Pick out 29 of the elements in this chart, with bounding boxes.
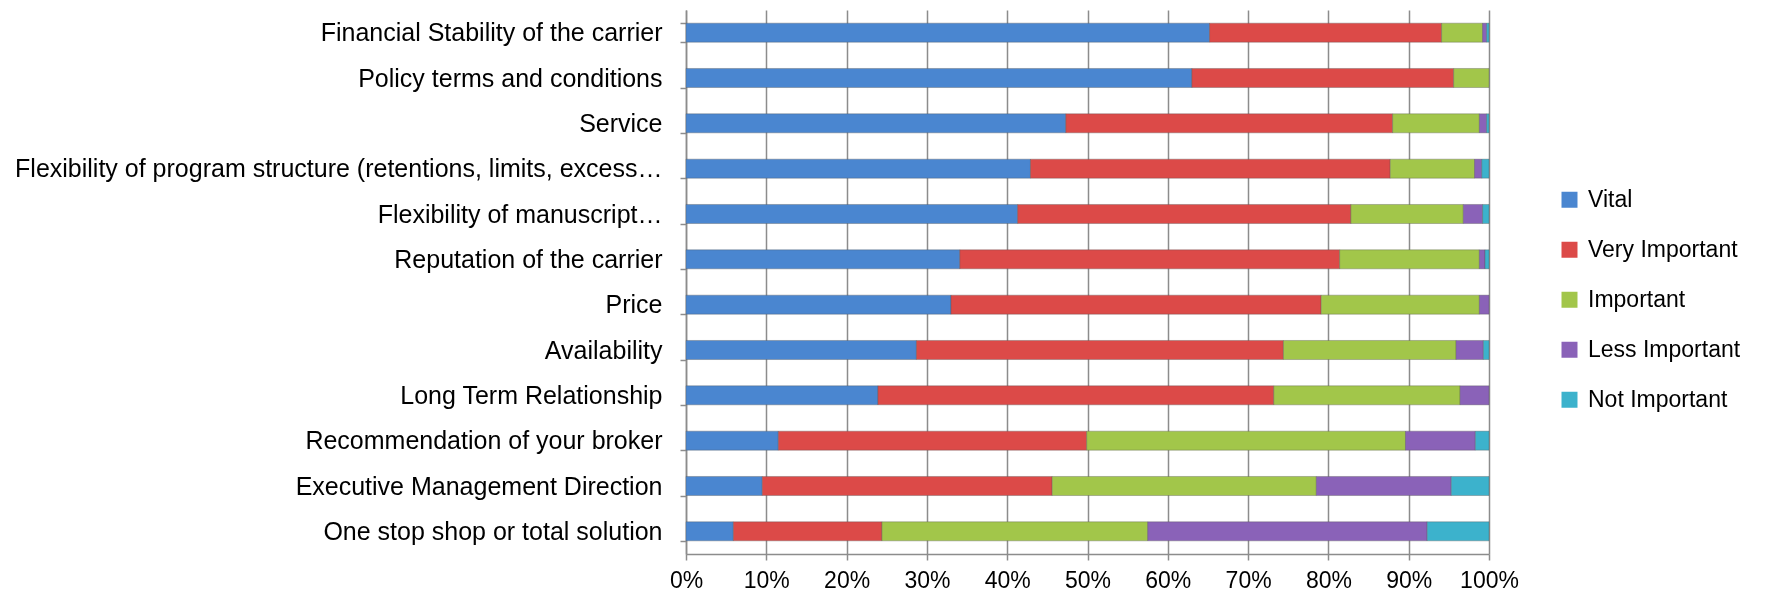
legend-label: Vital: [1588, 185, 1633, 212]
y-tick-label: Long Term Relationship: [400, 380, 663, 409]
x-tick-label: 90%: [1386, 566, 1433, 593]
x-tick-label: 30%: [904, 566, 951, 593]
y-tick-label: Executive Management Direction: [295, 471, 663, 500]
y-tick-label: Price: [605, 290, 663, 319]
x-tick-label: 70%: [1225, 566, 1272, 593]
x-tick-label: 60%: [1145, 566, 1192, 593]
legend-label: Very Important: [1588, 235, 1739, 262]
x-tick-label: 0%: [669, 566, 704, 593]
x-tick-label: 10%: [743, 566, 790, 593]
x-tick-label: 100%: [1460, 566, 1519, 593]
y-tick-label: Flexibility of program structure (retentions, limits, excess…: [15, 154, 663, 183]
bar: [1486, 22, 1490, 43]
y-tick-label: Flexibility of manuscript…: [377, 199, 663, 228]
x-tick-label: 40%: [984, 566, 1031, 593]
y-tick-label: Service: [579, 108, 663, 137]
y-tick-label: Recommendation of your broker: [305, 426, 663, 455]
x-tick-label: 50%: [1064, 566, 1112, 593]
y-tick-label: One stop shop or total solution: [323, 516, 663, 545]
legend-label: Important: [1588, 285, 1686, 312]
y-tick-label: Policy terms and conditions: [358, 63, 663, 92]
y-tick-label: Financial Stability of the carrier: [320, 18, 663, 47]
y-tick-label: Availability: [544, 335, 663, 364]
legend-label: Less Important: [1588, 335, 1741, 362]
y-tick-label: Reputation of the carrier: [394, 244, 663, 273]
x-tick-label: 20%: [824, 566, 871, 593]
x-tick-label: 80%: [1305, 566, 1352, 593]
legend-label: Not Important: [1588, 385, 1728, 412]
